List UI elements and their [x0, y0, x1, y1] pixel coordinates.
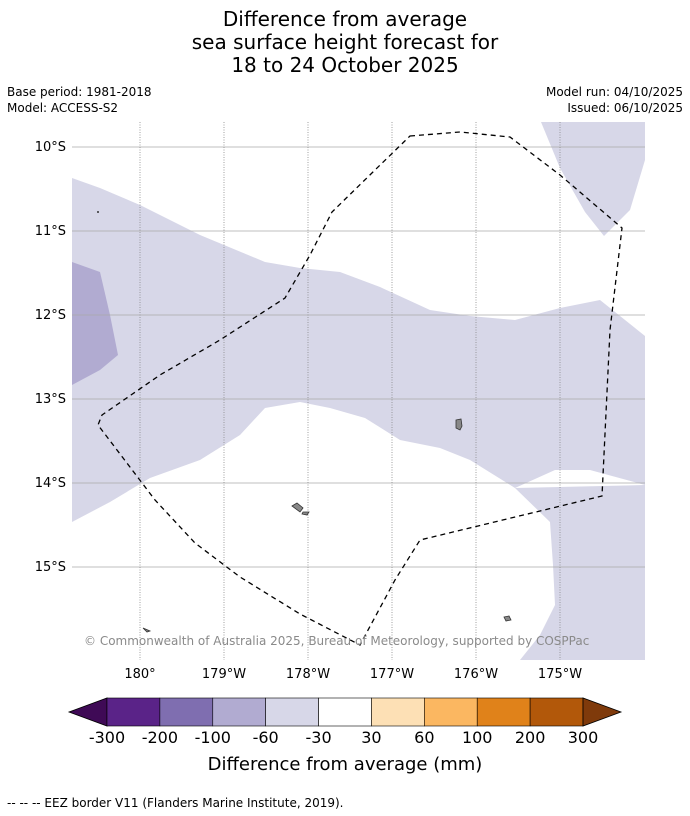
copyright-text: © Commonwealth of Australia 2025, Bureau…: [84, 634, 589, 648]
lat-label-12s: 12°S: [35, 308, 66, 323]
lon-labels: 180° 179°W 178°W 177°W 176°W 175°W: [124, 667, 582, 682]
colorbar-tick-label: -200: [142, 728, 178, 747]
colorbar-swatch: [106, 697, 161, 727]
title-line-1: Difference from average: [222, 7, 468, 31]
colorbar-tick-label: 100: [462, 728, 493, 747]
lat-label-13s: 13°S: [35, 392, 66, 407]
lon-label-178w: 178°W: [286, 667, 330, 682]
island-east: [455, 418, 463, 431]
colorbar-tick-label: 200: [515, 728, 546, 747]
colorbar-swatch: [159, 697, 214, 727]
colorbar-swatch: [529, 697, 584, 727]
lon-gridlines: [139, 122, 561, 660]
lon-label-179w: 179°W: [202, 667, 246, 682]
colorbar-extend-high: [582, 697, 623, 727]
meta-left: Base period: 1981-2018 Model: ACCESS-S2: [7, 84, 152, 116]
colorbar-swatch: [212, 697, 266, 727]
colorbar-swatch: [476, 697, 531, 727]
island-central: [291, 502, 304, 513]
meta-right: Model run: 04/10/2025 Issued: 06/10/2025: [546, 84, 683, 116]
map-title: Difference from average sea surface heig…: [0, 8, 690, 77]
colorbar-tick-label: 300: [568, 728, 599, 747]
lat-label-14s: 14°S: [35, 476, 66, 491]
lat-label-15s: 15°S: [35, 560, 66, 575]
anomaly-patch-northeast: [541, 122, 645, 236]
islands: [142, 418, 512, 633]
lon-label-180: 180°: [124, 667, 155, 682]
colorbar-extend-low: [67, 697, 108, 727]
lon-label-176w: 176°W: [454, 667, 498, 682]
anomaly-band-mid: [72, 262, 118, 385]
model-run: Model run: 04/10/2025: [545, 85, 683, 99]
base-period: Base period: 1981-2018: [7, 85, 152, 99]
colorbar-swatch: [371, 697, 425, 727]
map-figure: © Commonwealth of Australia 2025, Bureau…: [35, 122, 645, 775]
eez-footnote: -- -- -- EEZ border V11 (Flanders Marine…: [7, 796, 344, 810]
anomaly-band-light: [72, 178, 645, 522]
map-area: © Commonwealth of Australia 2025, Bureau…: [72, 122, 645, 660]
island-central-small: [301, 511, 310, 516]
lat-labels: 10°S 11°S 12°S 13°S 14°S 15°S: [35, 140, 66, 575]
colorbar-swatch: [318, 697, 372, 727]
colorbar-tick-labels: -300 -200 -100 -60 -30 30 60 100 200 300: [89, 728, 598, 747]
model-name: Model: ACCESS-S2: [7, 101, 119, 115]
lon-label-175w: 175°W: [538, 667, 582, 682]
lon-label-177w: 177°W: [370, 667, 414, 682]
colorbar-swatch: [265, 697, 319, 727]
colorbar: [67, 697, 623, 727]
islet-northwest: [97, 211, 99, 213]
colorbar-tick-label: -30: [305, 728, 331, 747]
lat-gridlines: [72, 146, 645, 568]
island-southeast: [503, 615, 512, 622]
anomaly-patch-southeast: [515, 485, 645, 660]
colorbar-title: Difference from average (mm): [208, 754, 483, 775]
colorbar-tick-label: -300: [89, 728, 125, 747]
colorbar-swatch: [424, 697, 478, 727]
eez-border: [97, 131, 623, 646]
colorbar-tick-label: 60: [414, 728, 434, 747]
lat-label-10s: 10°S: [35, 140, 66, 155]
lat-label-11s: 11°S: [35, 224, 66, 239]
colorbar-tick-label: 30: [361, 728, 381, 747]
title-line-2: sea surface height forecast for: [191, 30, 499, 54]
title-line-3: 18 to 24 October 2025: [231, 53, 459, 77]
colorbar-tick-label: -60: [253, 728, 279, 747]
issued-date: Issued: 06/10/2025: [567, 101, 683, 115]
island-southwest: [142, 627, 152, 633]
colorbar-tick-label: -100: [195, 728, 231, 747]
